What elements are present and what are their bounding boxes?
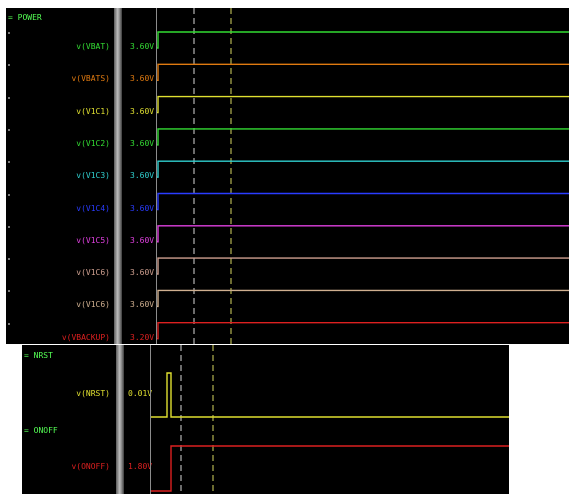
signal-name-vv1c5-6[interactable]: v(V1C5): [76, 235, 110, 245]
signal-value-nrst: 0.01V: [128, 389, 153, 398]
waveform-vv1c1-2[interactable]: [157, 95, 569, 114]
row-marker: [8, 161, 10, 164]
waveform-vv1c4-5[interactable]: [157, 192, 569, 211]
waveform-vv1c3-4[interactable]: [157, 160, 569, 178]
signal-name-vv1c6-7[interactable]: v(V1C6): [76, 268, 110, 278]
signal-name-vv1c6-8[interactable]: v(V1C6): [76, 300, 110, 310]
signal-name-vvbat-0[interactable]: v(VBAT): [76, 42, 110, 51]
row-marker: [8, 32, 10, 34]
signal-value-vv1c5-6: 3.60V: [130, 235, 155, 245]
name-column-splitter[interactable]: [116, 345, 124, 494]
row-marker: [8, 193, 10, 196]
control-waveform-panel: = NRST v(NRST) = ONOFF v(ONOFF) 0.01V 1.…: [22, 345, 509, 494]
waveform-canvas[interactable]: [157, 8, 569, 344]
signal-value-vv1c3-4: 3.60V: [130, 171, 155, 181]
signal-name-onoff[interactable]: v(ONOFF): [71, 462, 110, 471]
row-marker: [8, 290, 10, 293]
signal-name-vv1c3-4[interactable]: v(V1C3): [76, 171, 110, 181]
signal-value-vvbackup-9: 3.20V: [130, 332, 155, 342]
waveform-onoff[interactable]: [151, 445, 509, 492]
signal-name-nrst[interactable]: v(NRST): [76, 389, 110, 398]
waveform-vvbat-0[interactable]: [157, 31, 569, 49]
signal-name-vv1c1-2[interactable]: v(V1C1): [76, 106, 110, 116]
row-marker: [8, 64, 10, 67]
signal-name-vv1c2-3[interactable]: v(V1C2): [76, 138, 110, 148]
signal-value-vvbats-1: 3.60V: [130, 74, 155, 84]
waveform-vv1c6-8[interactable]: [157, 289, 569, 308]
value-column-divider: [156, 8, 157, 344]
waveform-vv1c6-7[interactable]: [157, 257, 569, 275]
signal-name-vv1c4-5[interactable]: v(V1C4): [76, 203, 110, 213]
row-marker: [8, 96, 10, 99]
signal-value-vv1c6-7: 3.60V: [130, 268, 155, 278]
signal-value-vv1c2-3: 3.60V: [130, 138, 155, 148]
row-marker: [8, 128, 10, 131]
signal-value-vv1c4-5: 3.60V: [130, 203, 155, 213]
signal-value-vvbat-0: 3.60V: [130, 42, 155, 51]
name-column-splitter[interactable]: [114, 8, 122, 344]
row-marker: [8, 225, 10, 228]
row-marker: [8, 258, 10, 261]
signal-name-vvbackup-9[interactable]: v(VBACKUP): [61, 332, 110, 342]
waveform-nrst[interactable]: [151, 372, 509, 418]
value-column-divider: [150, 345, 151, 494]
group-label-power[interactable]: = POWER: [8, 13, 42, 22]
waveform-plot-area[interactable]: [157, 8, 569, 344]
group-label-nrst[interactable]: = NRST: [24, 351, 53, 360]
waveform-canvas[interactable]: [151, 345, 509, 494]
signal-value-onoff: 1.80V: [128, 462, 153, 471]
signal-value-column: 0.01V 1.80V: [124, 345, 153, 494]
waveform-vv1c5-6[interactable]: [157, 225, 569, 243]
group-label-onoff[interactable]: = ONOFF: [24, 426, 58, 435]
waveform-vvbackup-9[interactable]: [157, 322, 569, 340]
waveform-vv1c2-3[interactable]: [157, 128, 569, 146]
row-marker: [8, 322, 10, 325]
signal-name-vvbats-1[interactable]: v(VBATS): [71, 74, 110, 84]
signal-value-vv1c6-8: 3.60V: [130, 300, 155, 310]
signal-name-column: = POWER v(VBAT) v(VBATS) v(V1C1) v(V1C2) v(V…: [6, 8, 114, 344]
signal-name-column: = NRST v(NRST) = ONOFF v(ONOFF): [22, 345, 116, 494]
power-waveform-panel: = POWER v(VBAT) v(VBATS) v(V1C1) v(V1C2) v(V…: [6, 8, 569, 344]
signal-value-vv1c1-2: 3.60V: [130, 106, 155, 116]
waveform-vvbats-1[interactable]: [157, 63, 569, 82]
waveform-plot-area[interactable]: [151, 345, 509, 494]
signal-value-column: 3.60V 3.60V 3.60V 3.60V 3.60V 3.60V 3.60V 3.60V…: [122, 8, 156, 344]
